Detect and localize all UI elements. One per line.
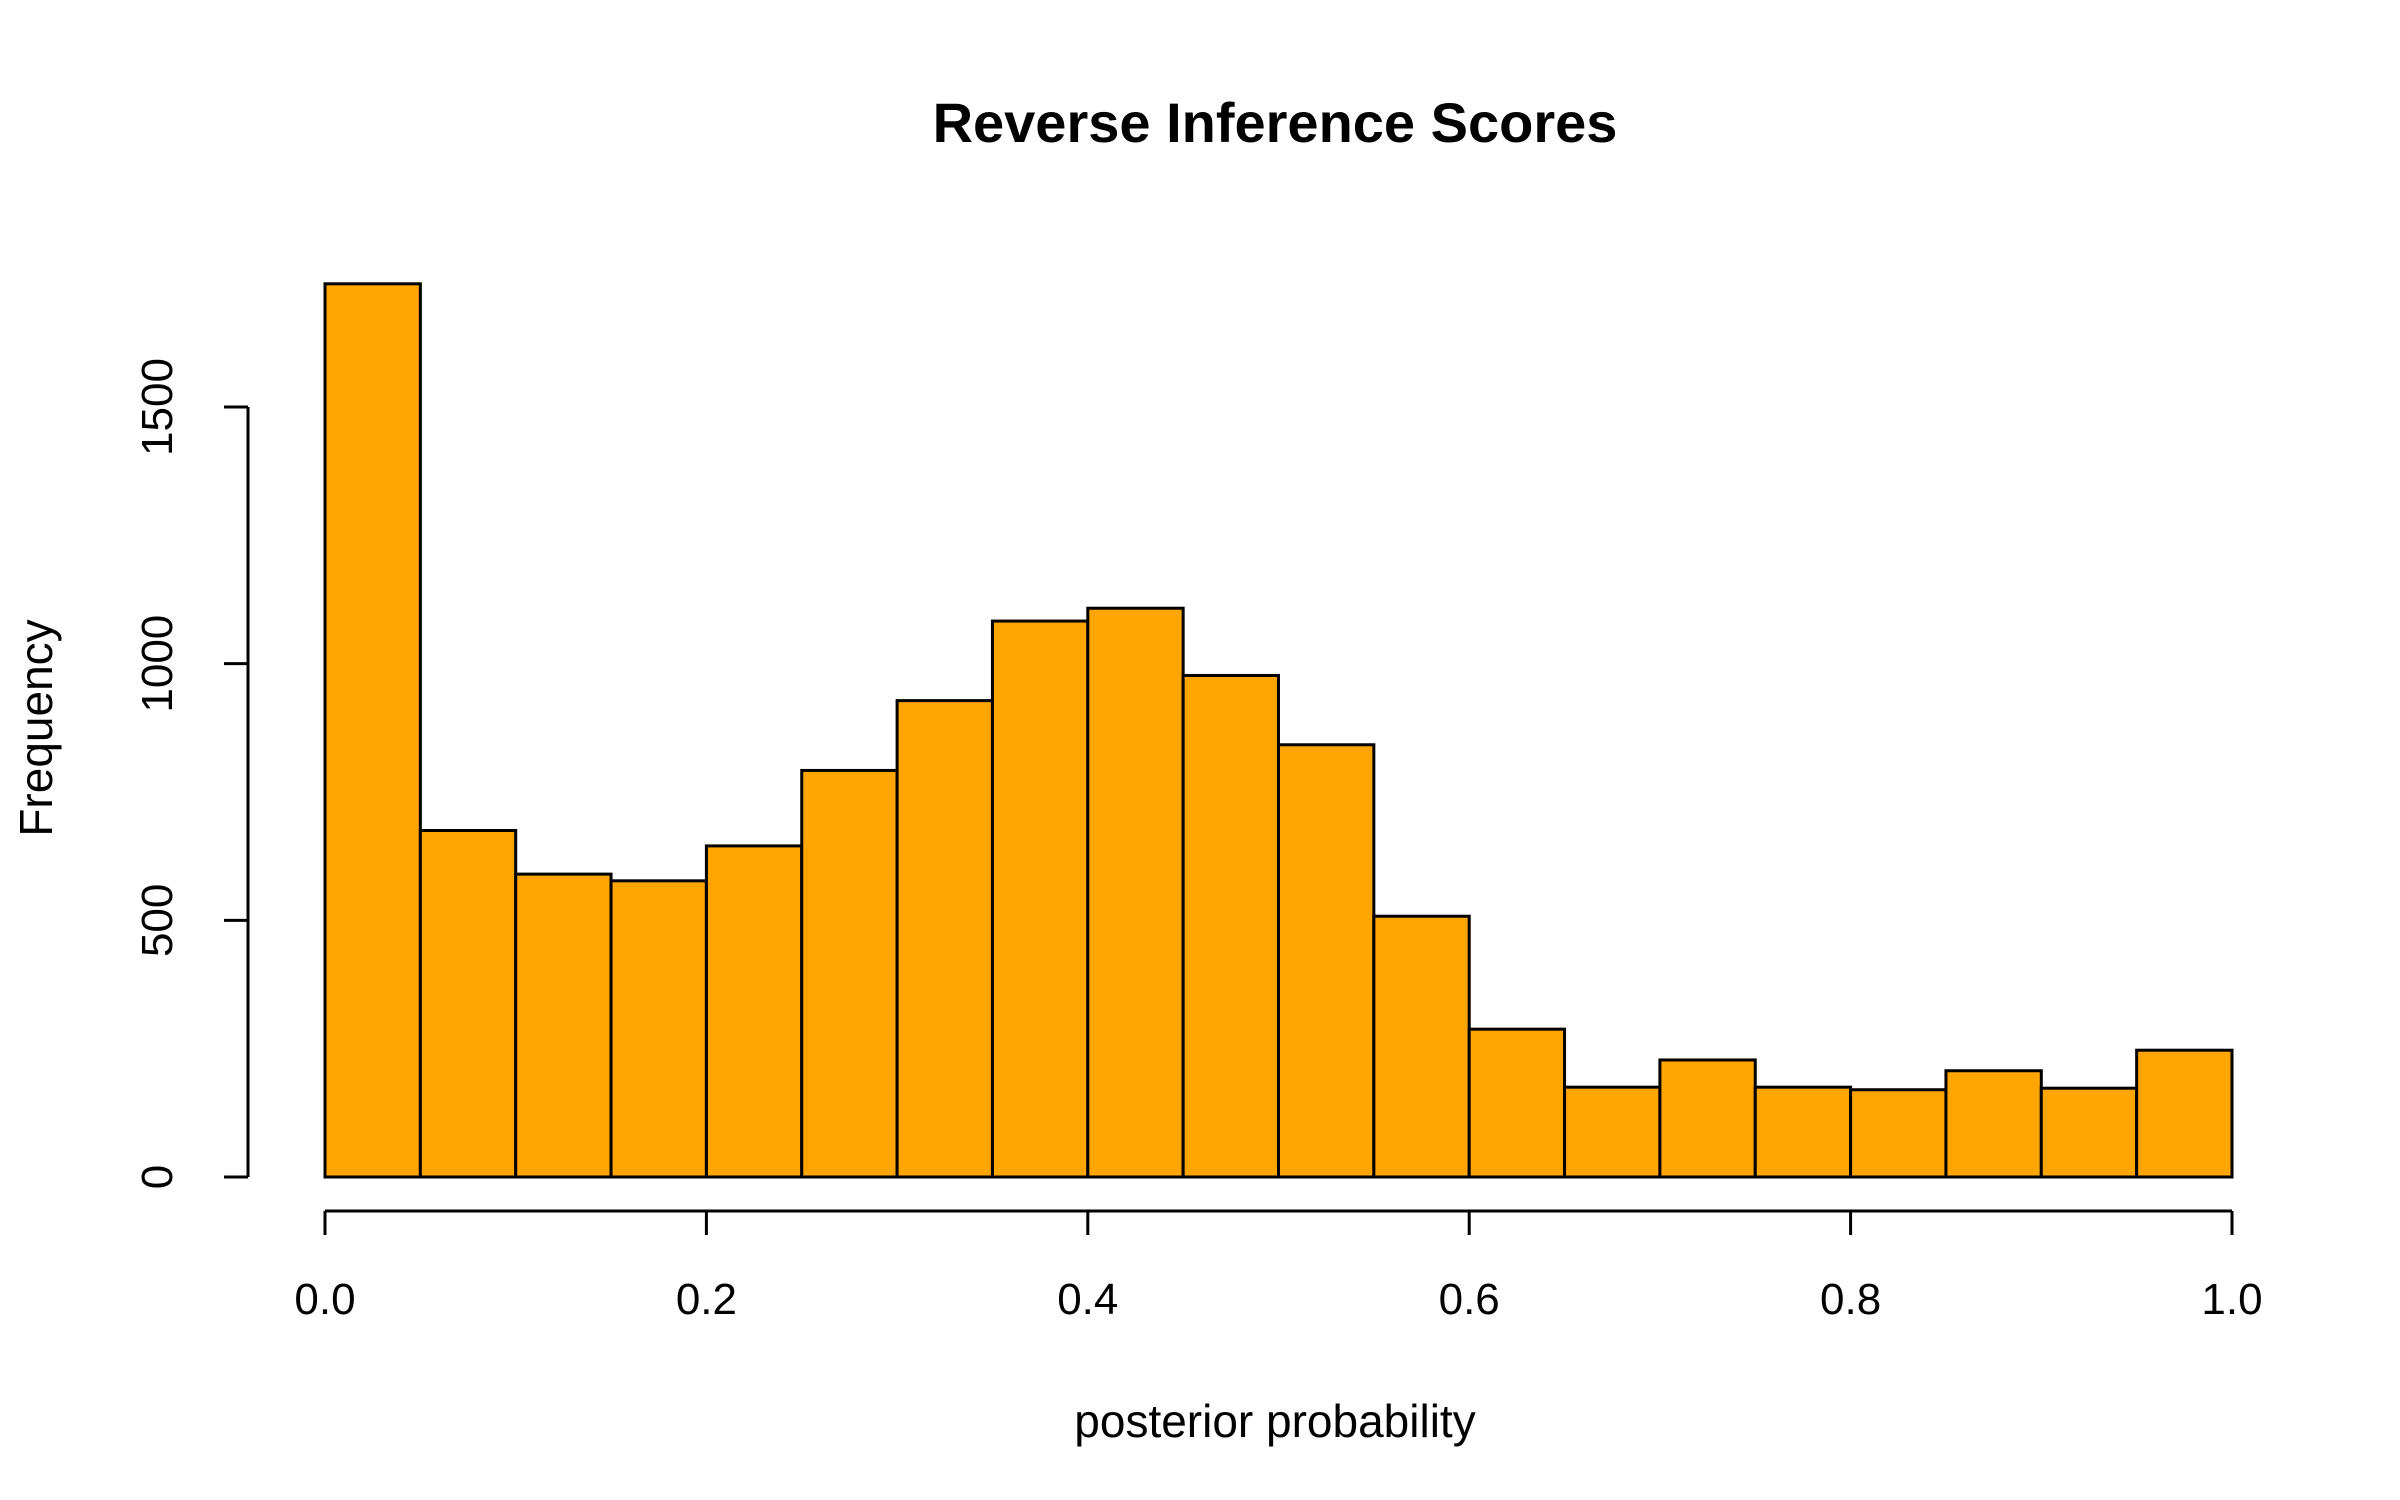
histogram-bar	[609, 879, 708, 1179]
histogram-bar	[1849, 1088, 1948, 1179]
histogram-bar	[1181, 673, 1281, 1179]
x-tick-label: 0.6	[1439, 1275, 1500, 1324]
histogram-bar	[990, 619, 1090, 1179]
y-tick-label: 0	[133, 1165, 182, 1189]
x-tick-label: 1.0	[2201, 1275, 2262, 1324]
bars-group	[323, 282, 2234, 1179]
y-axis-label: Frequency	[10, 619, 62, 836]
histogram-bar	[800, 768, 899, 1179]
y-tick-label: 1500	[133, 358, 182, 456]
histogram-bar	[1944, 1069, 2043, 1179]
histogram-bar	[895, 699, 994, 1179]
x-tick-label: 0.4	[1057, 1275, 1118, 1324]
histogram-bar	[1372, 914, 1471, 1179]
histogram-bar	[2039, 1086, 2139, 1179]
x-tick-label: 0.8	[1820, 1275, 1881, 1324]
y-tick-label: 1000	[133, 615, 182, 713]
x-axis-label: posterior probability	[1074, 1395, 1475, 1447]
histogram-bar	[418, 829, 518, 1179]
histogram-bar	[1563, 1085, 1662, 1179]
histogram-bar	[1086, 606, 1185, 1179]
histogram-bar	[704, 844, 804, 1179]
histogram-bar	[1277, 743, 1376, 1179]
histogram-bar	[514, 872, 613, 1179]
y-axis: 0 500 1000 1500	[133, 358, 250, 1189]
histogram-bar	[1467, 1027, 1567, 1179]
x-tick-label: 0.2	[676, 1275, 737, 1324]
x-axis: 0.0 0.2 0.4 0.6 0.8 1.0	[294, 1209, 2263, 1324]
y-tick-label: 500	[133, 884, 182, 957]
histogram-bar	[1658, 1058, 1757, 1179]
histogram-bar	[2135, 1048, 2234, 1179]
histogram-bar	[1753, 1085, 1853, 1179]
x-tick-label: 0.0	[294, 1275, 355, 1324]
histogram-bar	[323, 282, 422, 1179]
chart-title: Reverse Inference Scores	[933, 91, 1618, 154]
